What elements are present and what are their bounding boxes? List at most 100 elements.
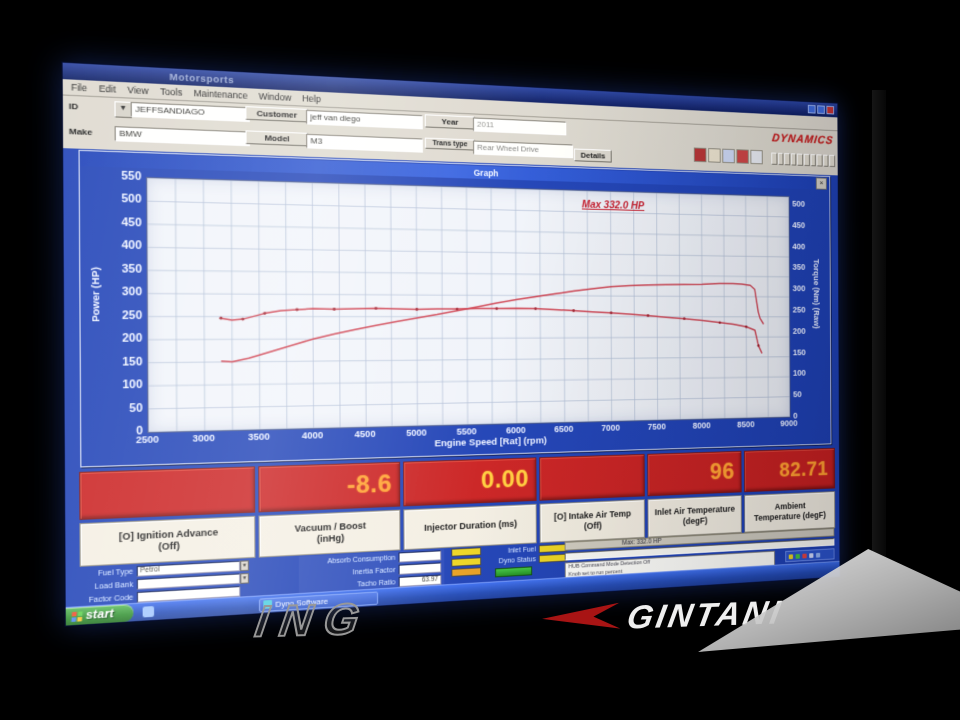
dropdown-arrow-icon[interactable]: ▼	[240, 560, 249, 572]
x-tick: 4000	[301, 429, 324, 441]
graph-window: Graph × Power (HP) Torque (Nm) (Raw) Max…	[78, 149, 832, 468]
close-button[interactable]	[826, 105, 835, 115]
graph-close-icon[interactable]: ×	[815, 177, 827, 190]
shortcut-button-4[interactable]	[790, 153, 797, 166]
gintani-emblem-icon	[542, 603, 621, 632]
app-title: Motorsports	[169, 70, 235, 85]
gauge-label: [O] Intake Air Temp (Off)	[539, 499, 645, 544]
gauge-cell: 82.71 Ambient Temperature (degF)	[744, 447, 836, 533]
settings-icon[interactable]	[809, 552, 814, 558]
customer-field[interactable]: jeff van diego	[306, 109, 423, 130]
gauge-label: Inlet Air Temperature (degF)	[647, 495, 742, 538]
dropdown-arrow-icon[interactable]: ▼	[240, 572, 250, 584]
flag-icon[interactable]	[736, 149, 749, 164]
shortcut-button-5[interactable]	[797, 153, 804, 166]
year-field[interactable]: 2011	[472, 117, 567, 136]
indicator-value-box	[538, 553, 568, 563]
record-icon[interactable]	[788, 553, 794, 559]
stop-icon[interactable]	[802, 553, 807, 558]
field-label: Load Bank	[94, 580, 134, 591]
menu-item-view[interactable]: View	[127, 84, 149, 97]
id-dropdown-icon[interactable]: ▼	[114, 101, 132, 119]
y-left-tick: 450	[121, 216, 142, 230]
save-icon[interactable]	[750, 149, 763, 165]
y-left-tick: 400	[121, 239, 142, 253]
y-right-tick: 500	[792, 198, 806, 209]
gauge-cell: -8.6 Vacuum / Boost (inHg)	[258, 461, 401, 558]
y-left-tick: 150	[122, 355, 143, 369]
y-right-tick: 400	[792, 241, 806, 251]
y-left-tick: 50	[129, 401, 143, 415]
gauge-value: 96	[709, 458, 735, 486]
menu-item-maintenance[interactable]: Maintenance	[193, 87, 248, 101]
menu-item-tools[interactable]: Tools	[159, 86, 183, 98]
y-right-tick: 250	[792, 305, 806, 315]
y-left-tick: 300	[121, 285, 143, 299]
y-left-tick: 250	[121, 308, 143, 322]
x-tick: 4500	[354, 428, 376, 440]
y-right-tick: 50	[793, 389, 802, 400]
minimize-button[interactable]	[807, 104, 816, 114]
shortcut-button-8[interactable]	[816, 154, 823, 167]
x-tick: 3500	[247, 431, 270, 443]
maximize-button[interactable]	[817, 105, 825, 115]
shortcut-button-1[interactable]	[771, 152, 778, 165]
x-tick: 2500	[135, 433, 159, 446]
x-tick: 6000	[505, 425, 526, 436]
toolbar-button-row	[771, 152, 836, 168]
shortcut-button-7[interactable]	[810, 154, 816, 167]
menu-item-file[interactable]: File	[71, 81, 88, 94]
play-icon[interactable]	[795, 553, 800, 559]
y-left-tick: 550	[121, 169, 142, 184]
gauge-value: 82.71	[779, 456, 829, 482]
gauge-value: 0.00	[480, 465, 529, 495]
indicator-lights	[451, 547, 482, 580]
indicator-value-box	[538, 543, 568, 554]
menu-item-window[interactable]: Window	[258, 90, 292, 103]
shortcut-button-10[interactable]	[829, 154, 836, 168]
trans-type-field[interactable]: Rear Wheel Drive	[473, 140, 574, 159]
details-button[interactable]: Details	[574, 148, 612, 163]
id-field[interactable]: JEFFSANDIAGO	[130, 101, 250, 123]
graph-icon[interactable]	[722, 148, 735, 164]
indicator-status: Inlet Fuel Dyno Status	[495, 543, 568, 578]
shortcut-button-3[interactable]	[784, 153, 791, 166]
model-field[interactable]: M3	[306, 133, 423, 153]
y-left-tick: 100	[122, 378, 143, 392]
gauge-value-display	[79, 466, 256, 520]
dyno-curves-chart	[147, 178, 790, 432]
y-left-tick: 350	[121, 262, 142, 276]
info-icon[interactable]	[815, 552, 821, 558]
shortcut-button-6[interactable]	[803, 153, 810, 167]
toolbar-icon-cluster	[693, 147, 763, 165]
gauge-cell: [O] Ignition Advance (Off)	[79, 466, 256, 567]
menu-item-help[interactable]: Help	[302, 93, 321, 105]
x-tick: 7000	[601, 422, 621, 433]
gauge-label: Ambient Temperature (degF)	[744, 491, 836, 533]
indicator-box	[451, 567, 482, 577]
gauge-value-display: 82.71	[744, 447, 835, 493]
x-tick: 5500	[456, 426, 477, 437]
gauge-cell: 96 Inlet Air Temperature (degF)	[647, 450, 742, 538]
shortcut-button-2[interactable]	[777, 152, 784, 166]
graph-body: Power (HP) Torque (Nm) (Raw) Max 332.0 H…	[81, 166, 830, 465]
gauge-value: -8.6	[346, 470, 393, 500]
y-left-tick: 500	[121, 192, 142, 207]
field-label: Fuel Type	[97, 567, 134, 578]
indicator-box	[451, 547, 482, 557]
y-right-tick: 350	[792, 262, 806, 273]
menu-item-edit[interactable]: Edit	[98, 83, 116, 95]
car-icon[interactable]	[708, 148, 721, 163]
plot-area[interactable]: Max 332.0 HP	[145, 176, 791, 434]
model-label: Model	[245, 130, 309, 147]
x-tick: 7500	[647, 421, 666, 432]
mini-toolbar	[785, 548, 835, 563]
make-field[interactable]: BMW	[114, 126, 250, 147]
gauge-value-display	[539, 453, 645, 501]
run-button[interactable]	[495, 566, 533, 578]
dynamics-logo: DYNAMICS	[771, 131, 835, 147]
shortcut-button-9[interactable]	[823, 154, 829, 167]
x-tick: 8500	[736, 419, 755, 430]
make-label: Make	[68, 126, 93, 138]
printer-icon[interactable]	[693, 147, 707, 163]
